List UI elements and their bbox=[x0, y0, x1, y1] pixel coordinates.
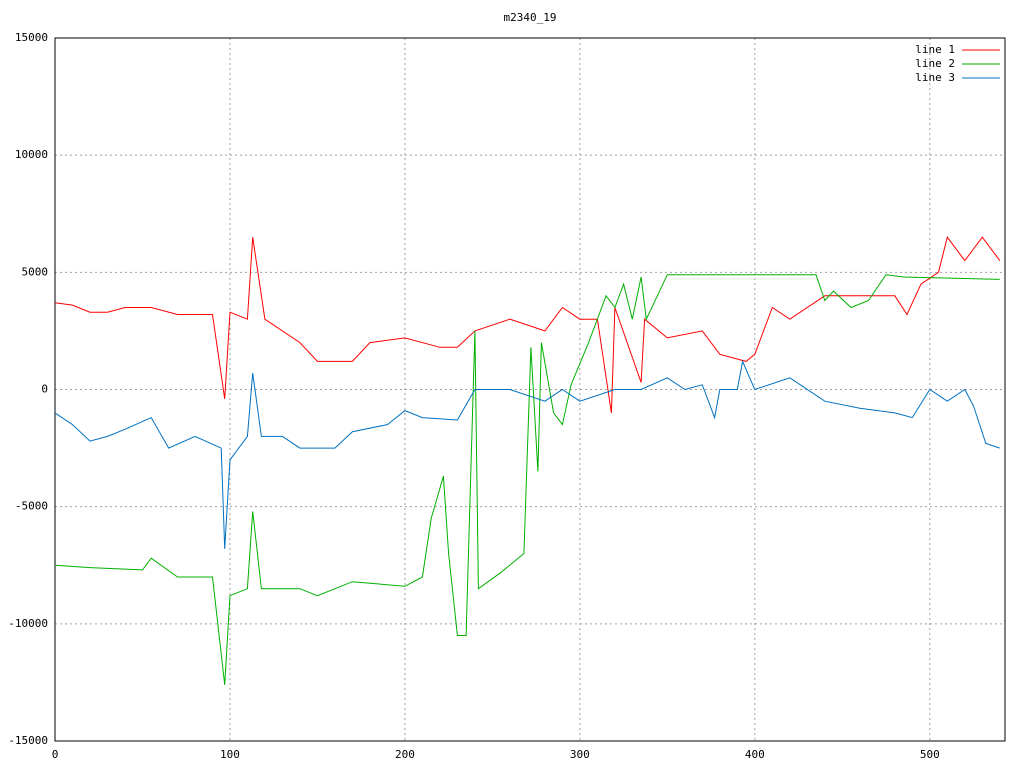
chart-title: m2340_19 bbox=[504, 11, 557, 24]
y-tick-label: 10000 bbox=[15, 148, 48, 161]
plot-frame bbox=[54, 37, 1006, 742]
y-tick-label: -15000 bbox=[8, 734, 48, 747]
x-tick-label: 100 bbox=[220, 748, 240, 761]
y-tick-label: -10000 bbox=[8, 617, 48, 630]
series-line bbox=[54, 359, 1000, 549]
legend-label: line 3 bbox=[915, 71, 955, 84]
series-line bbox=[54, 236, 1001, 413]
legend-label: line 2 bbox=[915, 57, 955, 70]
x-tick-label: 0 bbox=[52, 748, 59, 761]
y-tick-label: 5000 bbox=[22, 265, 49, 278]
x-tick-label: 500 bbox=[920, 748, 940, 761]
legend-label: line 1 bbox=[915, 43, 955, 56]
x-tick-label: 200 bbox=[395, 748, 415, 761]
y-tick-label: -5000 bbox=[15, 500, 48, 513]
series-line bbox=[54, 274, 1000, 685]
y-tick-label: 15000 bbox=[15, 31, 48, 44]
x-tick-label: 400 bbox=[745, 748, 765, 761]
x-tick-label: 300 bbox=[570, 748, 590, 761]
y-tick-label: 0 bbox=[41, 383, 48, 396]
